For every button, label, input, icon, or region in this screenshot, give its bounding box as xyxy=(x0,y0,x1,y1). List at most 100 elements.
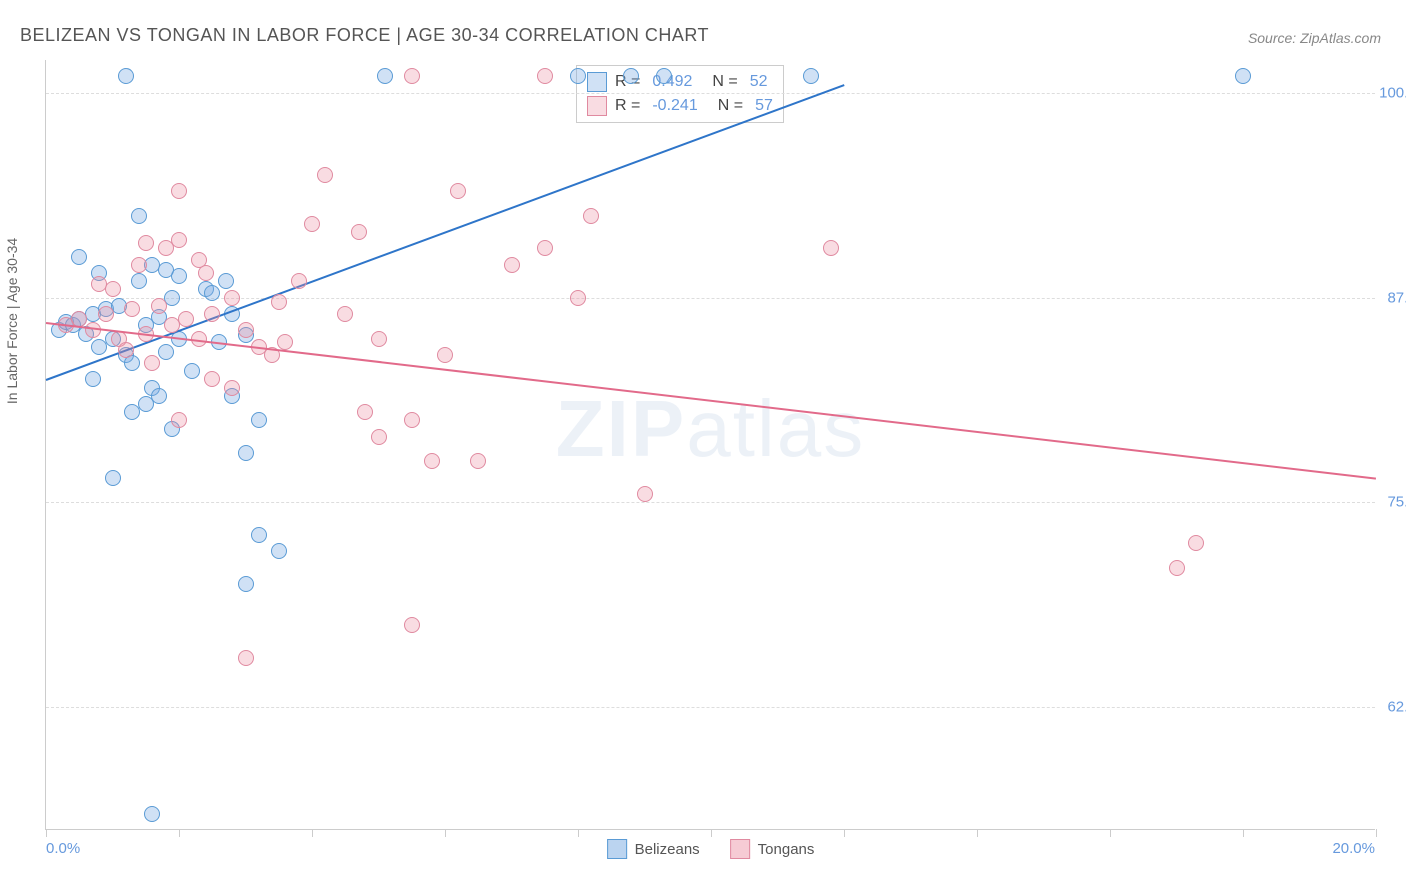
scatter-point-tongans xyxy=(317,167,333,183)
scatter-point-belizeans xyxy=(158,344,174,360)
scatter-point-belizeans xyxy=(204,285,220,301)
r-label: R = xyxy=(615,97,640,115)
series-legend: Belizeans Tongans xyxy=(607,839,815,859)
correlation-chart: BELIZEAN VS TONGAN IN LABOR FORCE | AGE … xyxy=(0,0,1406,892)
scatter-point-tongans xyxy=(583,208,599,224)
x-axis-min-label: 0.0% xyxy=(46,840,80,857)
y-tick-label: 62.5% xyxy=(1387,699,1406,716)
scatter-point-belizeans xyxy=(218,273,234,289)
scatter-point-tongans xyxy=(238,322,254,338)
x-tick xyxy=(1110,829,1111,837)
scatter-point-tongans xyxy=(450,183,466,199)
scatter-point-belizeans xyxy=(271,543,287,559)
x-tick xyxy=(977,829,978,837)
gridline xyxy=(46,707,1375,708)
scatter-point-belizeans xyxy=(251,412,267,428)
scatter-point-belizeans xyxy=(151,388,167,404)
scatter-point-tongans xyxy=(271,294,287,310)
swatch-belizeans xyxy=(587,72,607,92)
scatter-point-tongans xyxy=(404,68,420,84)
scatter-point-belizeans xyxy=(131,208,147,224)
x-tick xyxy=(46,829,47,837)
swatch-tongans xyxy=(587,96,607,116)
legend-label: Tongans xyxy=(758,841,815,858)
legend-label: Belizeans xyxy=(635,841,700,858)
scatter-point-tongans xyxy=(437,347,453,363)
scatter-point-tongans xyxy=(204,306,220,322)
scatter-point-belizeans xyxy=(251,527,267,543)
scatter-point-tongans xyxy=(424,453,440,469)
source-label: Source: ZipAtlas.com xyxy=(1248,30,1381,46)
scatter-point-tongans xyxy=(504,257,520,273)
plot-area: ZIPatlas R = 0.492 N = 52 R = -0.241 N =… xyxy=(45,60,1375,830)
scatter-point-tongans xyxy=(357,404,373,420)
swatch-belizeans xyxy=(607,839,627,859)
scatter-point-tongans xyxy=(91,276,107,292)
x-tick xyxy=(445,829,446,837)
scatter-point-tongans xyxy=(204,371,220,387)
gridline xyxy=(46,502,1375,503)
x-tick xyxy=(1243,829,1244,837)
x-tick xyxy=(578,829,579,837)
scatter-point-belizeans xyxy=(238,576,254,592)
scatter-point-belizeans xyxy=(71,249,87,265)
scatter-point-tongans xyxy=(124,301,140,317)
scatter-point-belizeans xyxy=(105,470,121,486)
scatter-point-tongans xyxy=(637,486,653,502)
scatter-point-tongans xyxy=(224,380,240,396)
x-tick xyxy=(1376,829,1377,837)
scatter-point-tongans xyxy=(1169,560,1185,576)
legend-row-belizeans: R = 0.492 N = 52 xyxy=(587,70,773,94)
scatter-point-tongans xyxy=(98,306,114,322)
scatter-point-tongans xyxy=(291,273,307,289)
x-tick xyxy=(179,829,180,837)
scatter-point-belizeans xyxy=(656,68,672,84)
scatter-point-tongans xyxy=(151,298,167,314)
scatter-point-tongans xyxy=(351,224,367,240)
n-value-belizeans: 52 xyxy=(750,73,768,91)
scatter-point-tongans xyxy=(224,290,240,306)
scatter-point-belizeans xyxy=(377,68,393,84)
scatter-point-tongans xyxy=(178,311,194,327)
scatter-point-tongans xyxy=(537,68,553,84)
scatter-point-belizeans xyxy=(238,445,254,461)
scatter-point-tongans xyxy=(570,290,586,306)
scatter-point-tongans xyxy=(277,334,293,350)
y-tick-label: 87.5% xyxy=(1387,289,1406,306)
scatter-point-belizeans xyxy=(803,68,819,84)
y-axis-title: In Labor Force | Age 30-34 xyxy=(4,238,20,404)
scatter-point-tongans xyxy=(171,232,187,248)
scatter-point-tongans xyxy=(1188,535,1204,551)
x-axis-max-label: 20.0% xyxy=(1332,840,1375,857)
scatter-point-tongans xyxy=(171,183,187,199)
watermark: ZIPatlas xyxy=(556,383,865,475)
scatter-point-tongans xyxy=(404,617,420,633)
legend-item-tongans: Tongans xyxy=(730,839,815,859)
scatter-point-tongans xyxy=(371,429,387,445)
scatter-point-belizeans xyxy=(85,371,101,387)
scatter-point-belizeans xyxy=(158,262,174,278)
chart-title: BELIZEAN VS TONGAN IN LABOR FORCE | AGE … xyxy=(20,25,709,46)
scatter-point-tongans xyxy=(371,331,387,347)
scatter-point-tongans xyxy=(191,252,207,268)
scatter-point-tongans xyxy=(118,342,134,358)
scatter-point-tongans xyxy=(337,306,353,322)
correlation-legend: R = 0.492 N = 52 R = -0.241 N = 57 xyxy=(576,65,784,123)
gridline xyxy=(46,93,1375,94)
x-tick xyxy=(711,829,712,837)
scatter-point-belizeans xyxy=(184,363,200,379)
swatch-tongans xyxy=(730,839,750,859)
legend-row-tongans: R = -0.241 N = 57 xyxy=(587,94,773,118)
scatter-point-belizeans xyxy=(118,68,134,84)
y-tick-label: 75.0% xyxy=(1387,494,1406,511)
scatter-point-belizeans xyxy=(623,68,639,84)
scatter-point-tongans xyxy=(823,240,839,256)
scatter-point-tongans xyxy=(171,412,187,428)
scatter-point-tongans xyxy=(85,322,101,338)
scatter-point-tongans xyxy=(537,240,553,256)
n-label: N = xyxy=(718,97,743,115)
scatter-point-tongans xyxy=(238,650,254,666)
x-tick xyxy=(312,829,313,837)
gridline xyxy=(46,298,1375,299)
r-value-tongans: -0.241 xyxy=(652,97,697,115)
